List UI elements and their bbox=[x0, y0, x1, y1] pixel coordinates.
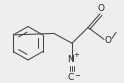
Text: O: O bbox=[105, 36, 111, 45]
Text: O: O bbox=[97, 4, 105, 13]
Text: −: − bbox=[74, 73, 80, 79]
Text: C: C bbox=[68, 73, 74, 82]
Text: +: + bbox=[73, 52, 79, 58]
Text: N: N bbox=[67, 55, 73, 64]
